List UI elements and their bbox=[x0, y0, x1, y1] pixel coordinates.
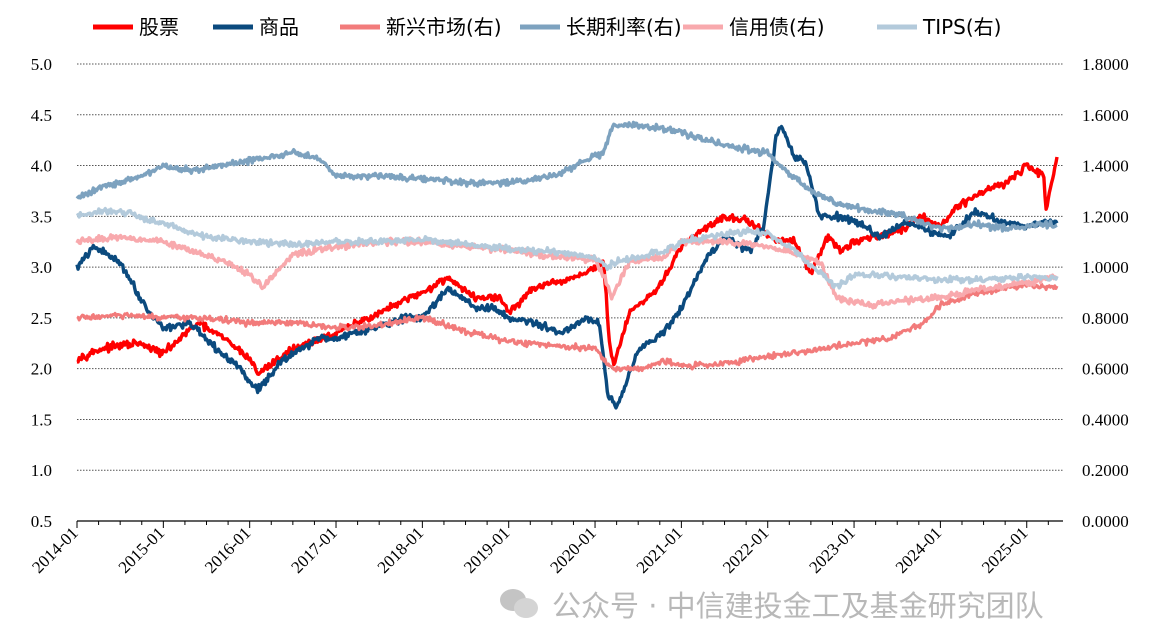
legend-label: TIPS(右) bbox=[922, 15, 1001, 39]
y-left-tick-label: 2.5 bbox=[31, 309, 52, 328]
y-right-tick-label: 1.6000 bbox=[1082, 106, 1129, 125]
x-tick-label: 2018-01 bbox=[374, 523, 428, 577]
series-line-3 bbox=[76, 281, 1059, 373]
y-left-tick-label: 5.0 bbox=[31, 55, 52, 74]
y-left-tick-label: 0.5 bbox=[31, 512, 52, 531]
legend-label: 长期利率(右) bbox=[566, 15, 682, 39]
legend-label: 新兴市场(右) bbox=[386, 15, 502, 39]
series-line-6 bbox=[75, 206, 1059, 290]
watermark: 公众号 · 中信建投金工及基金研究团队 bbox=[500, 583, 1044, 625]
x-tick-label: 2024-01 bbox=[892, 523, 946, 577]
watermark-text: 公众号 · 中信建投金工及基金研究团队 bbox=[552, 589, 1044, 623]
x-tick-label: 2016-01 bbox=[201, 523, 255, 577]
y-right-tick-label: 0.6000 bbox=[1082, 360, 1129, 379]
y-left-tick-label: 4.0 bbox=[31, 157, 52, 176]
x-tick-label: 2015-01 bbox=[115, 523, 169, 577]
y-right-tick-label: 1.4000 bbox=[1082, 157, 1129, 176]
x-tick-label: 2017-01 bbox=[287, 523, 341, 577]
x-tick-label: 2023-01 bbox=[805, 523, 859, 577]
y-right-tick-label: 1.8000 bbox=[1082, 55, 1129, 74]
series-line-4 bbox=[75, 120, 1058, 233]
series-line-5 bbox=[75, 233, 1059, 310]
legend: 股票 商品 新兴市场(右) 长期利率(右) 信用债(右) TIPS(右) bbox=[93, 15, 1001, 39]
legend-label: 股票 bbox=[139, 15, 179, 39]
x-tick-label: 2019-01 bbox=[460, 523, 514, 577]
x-tick-label: 2014-01 bbox=[28, 523, 82, 577]
y-left-tick-label: 1.0 bbox=[31, 461, 52, 480]
y-left-tick-label: 1.5 bbox=[31, 410, 52, 429]
wechat-icon bbox=[500, 586, 540, 622]
y-right-tick-label: 1.0000 bbox=[1082, 258, 1129, 277]
y-right-tick-label: 1.2000 bbox=[1082, 207, 1129, 226]
y-left-tick-label: 3.5 bbox=[31, 207, 52, 226]
y-left-tick-label: 4.5 bbox=[31, 106, 52, 125]
series-group bbox=[75, 120, 1059, 410]
x-tick-label: 2022-01 bbox=[719, 523, 773, 577]
y-right-tick-label: 0.0000 bbox=[1082, 512, 1129, 531]
x-tick-label: 2025-01 bbox=[978, 523, 1032, 577]
y-right-tick-label: 0.8000 bbox=[1082, 309, 1129, 328]
y-right-tick-label: 0.2000 bbox=[1082, 461, 1129, 480]
x-tick-label: 2020-01 bbox=[546, 523, 600, 577]
series-line-2 bbox=[75, 124, 1059, 410]
y-left-tick-label: 2.0 bbox=[31, 360, 52, 379]
y-left-tick-label: 3.0 bbox=[31, 258, 52, 277]
x-tick-label: 2021-01 bbox=[633, 523, 687, 577]
y-right-tick-label: 0.4000 bbox=[1082, 410, 1129, 429]
legend-label: 信用债(右) bbox=[729, 15, 825, 39]
grid-lines bbox=[77, 63, 1063, 471]
series-line-1 bbox=[76, 156, 1059, 376]
legend-label: 商品 bbox=[259, 15, 299, 39]
